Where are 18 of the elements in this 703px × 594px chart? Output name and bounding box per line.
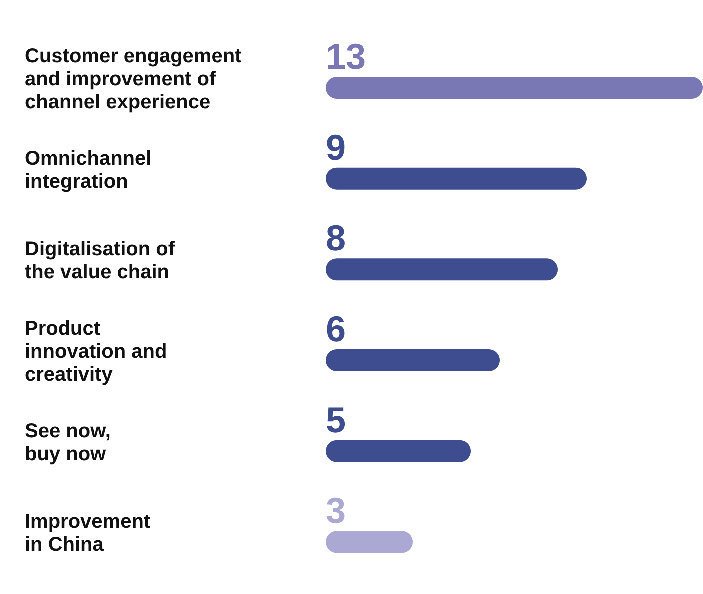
y-tick-label: Customer engagement and improvement of channel experience [25,46,242,114]
bar [326,350,500,372]
bar [326,440,471,462]
bar [326,77,703,99]
y-tick-label: Omnichannel integration [25,148,152,194]
bar [326,168,587,190]
data-label: 3 [326,490,346,532]
y-tick-label: Improvement in China [25,511,151,556]
bar [326,531,413,554]
data-label: 8 [326,218,346,259]
y-tick-label: See now, buy now [25,420,111,466]
y-tick-label: Digitalisation of the value chain [25,238,176,284]
data-label: 6 [326,308,346,350]
bar [326,258,558,281]
data-label: 9 [326,126,346,168]
data-label: 5 [326,399,346,440]
y-tick-label: Product innovation and creativity [25,318,168,386]
data-label: 13 [326,36,366,77]
